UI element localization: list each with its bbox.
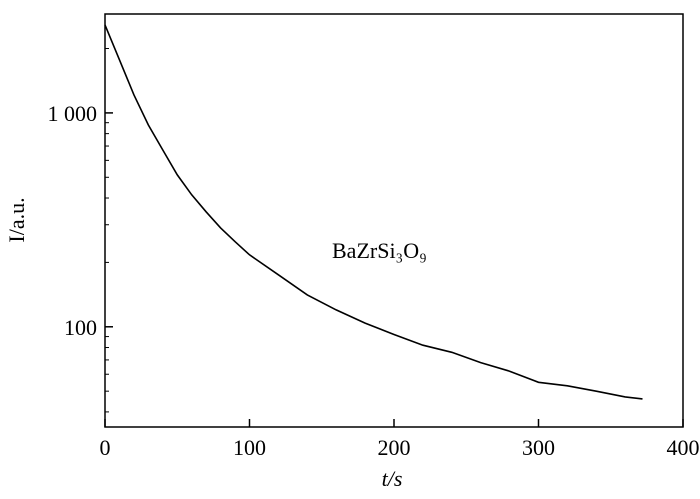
x-tick-label: 300: [522, 435, 555, 460]
y-tick-label: 1 000: [48, 101, 98, 126]
x-tick-label: 200: [378, 435, 411, 460]
decay-curve: [104, 24, 643, 400]
y-axis-label: I/a.u.: [4, 197, 29, 242]
y-tick-label: 100: [64, 315, 97, 340]
x-tick-label: 400: [667, 435, 700, 460]
x-tick-label: 0: [100, 435, 111, 460]
annotation: BaZrSi₃O₉: [332, 238, 427, 263]
x-axis-label: t/s: [382, 466, 403, 491]
plot-frame: [104, 13, 684, 428]
x-tick-label: 100: [233, 435, 266, 460]
